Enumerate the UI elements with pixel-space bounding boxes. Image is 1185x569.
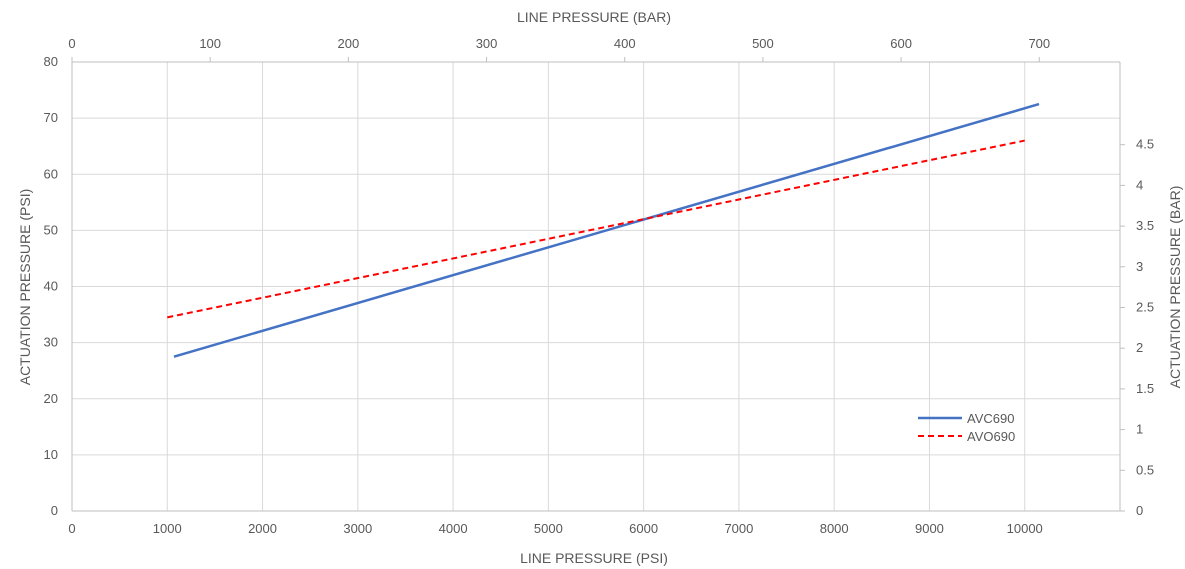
gridlines — [72, 61, 1120, 511]
bottom-x-tick-label: 2000 — [248, 521, 277, 536]
series-line-avc690 — [173, 102, 1040, 358]
top-x-tick-label: 200 — [338, 36, 360, 51]
right-y-tick-label: 0 — [1136, 503, 1143, 518]
right-y-tick-label: 2.5 — [1136, 300, 1154, 315]
bottom-x-tick-label: 10000 — [1007, 521, 1043, 536]
left-y-axis: 0 10 20 30 40 50 60 70 80 — [44, 54, 58, 518]
right-y-tick-label: 4 — [1136, 177, 1143, 192]
bottom-x-tick-label: 1000 — [153, 521, 182, 536]
top-x-tick-label: 700 — [1028, 36, 1050, 51]
bottom-x-tick-label: 7000 — [724, 521, 753, 536]
series-lines — [167, 102, 1040, 358]
right-y-tick-label: 3.5 — [1136, 218, 1154, 233]
right-y-tick-label: 1 — [1136, 422, 1143, 437]
top-x-axis-title: LINE PRESSURE (BAR) — [517, 9, 671, 25]
top-x-tick-label: 100 — [199, 36, 221, 51]
left-y-tick-label: 20 — [44, 391, 58, 406]
top-x-tick-label: 600 — [890, 36, 912, 51]
bottom-x-axis: 0 1000 2000 3000 4000 5000 6000 7000 8000 9000 100… — [68, 521, 1042, 536]
right-y-tick-label: 0.5 — [1136, 462, 1154, 477]
left-y-tick-label: 10 — [44, 447, 58, 462]
right-y-axis-title: ACTUATION PRESSURE (BAR) — [1167, 186, 1183, 389]
left-y-axis-title: ACTUATION PRESSURE (PSI) — [17, 189, 33, 386]
left-y-tick-label: 60 — [44, 166, 58, 181]
bottom-x-tick-label: 4000 — [439, 521, 468, 536]
left-y-tick-label: 50 — [44, 222, 58, 237]
left-y-tick-label: 40 — [44, 279, 58, 294]
bottom-x-tick-label: 3000 — [343, 521, 372, 536]
bottom-x-tick-label: 5000 — [534, 521, 563, 536]
right-y-tick-label: 3 — [1136, 259, 1143, 274]
bottom-x-tick-label: 0 — [68, 521, 75, 536]
legend-label-avo690: AVO690 — [967, 429, 1015, 444]
top-x-tick-label: 500 — [752, 36, 774, 51]
left-y-tick-label: 70 — [44, 110, 58, 125]
top-x-tick-label: 300 — [476, 36, 498, 51]
legend: AVC690 AVO690 — [918, 411, 1015, 444]
legend-label-avc690: AVC690 — [967, 411, 1014, 426]
bottom-x-tick-label: 8000 — [820, 521, 849, 536]
series-line-avo690 — [167, 139, 1025, 319]
left-y-tick-label: 30 — [44, 335, 58, 350]
bottom-x-tick-label: 6000 — [629, 521, 658, 536]
left-y-tick-label: 80 — [44, 54, 58, 69]
top-x-tick-label: 0 — [68, 36, 75, 51]
bottom-x-axis-title: LINE PRESSURE (PSI) — [520, 550, 668, 566]
axis-lines — [71, 61, 1121, 512]
bottom-x-tick-label: 9000 — [915, 521, 944, 536]
top-x-axis: 0 100 200 300 400 500 600 700 — [68, 36, 1050, 62]
top-x-tick-label: 400 — [614, 36, 636, 51]
right-y-tick-label: 1.5 — [1136, 381, 1154, 396]
right-y-axis: 0 0.5 1 1.5 2 2.5 3 3.5 4 4.5 — [1120, 137, 1154, 518]
left-y-tick-label: 0 — [51, 503, 58, 518]
right-y-tick-label: 2 — [1136, 340, 1143, 355]
right-y-tick-label: 4.5 — [1136, 137, 1154, 152]
